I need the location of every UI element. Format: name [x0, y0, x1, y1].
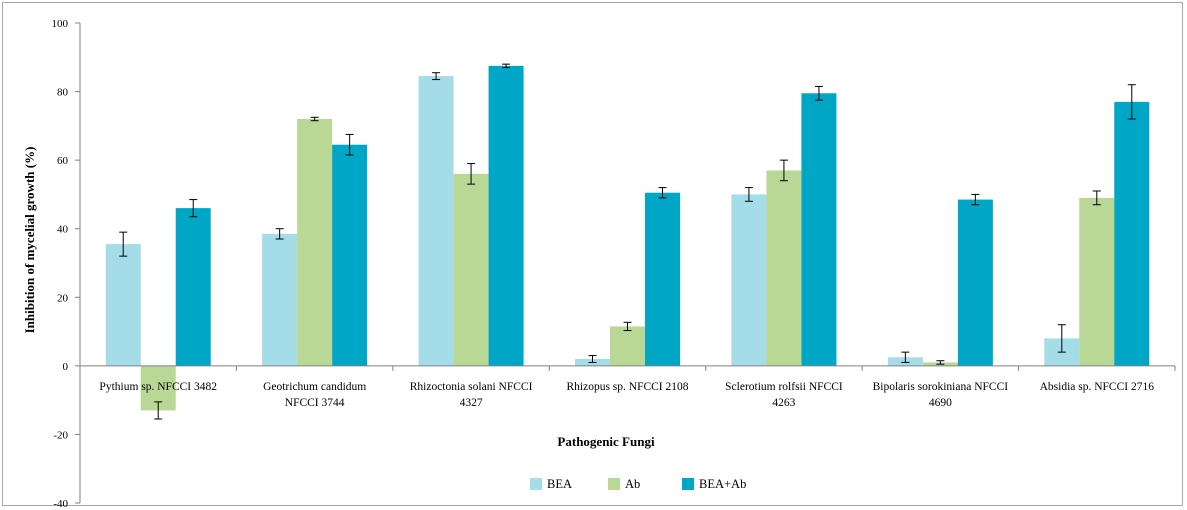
bar-bea-ab-0 [175, 208, 211, 366]
bar-ab-2 [453, 173, 489, 366]
bar-bea-0 [105, 244, 141, 366]
y-axis: -40 -20 0 20 40 60 80 100 [52, 18, 81, 510]
bar-bea-ab-4 [801, 93, 837, 366]
category-label-line: 4263 [772, 397, 795, 409]
category-label: Rhizopus sp. NFCCI 2108 [566, 381, 688, 393]
bar-ab-1 [297, 119, 333, 366]
legend-label: Ab [625, 477, 640, 491]
category-label-line: 4327 [460, 397, 483, 409]
legend-swatch [682, 478, 694, 490]
category-label-line: Sclerotium rolfsii NFCCI [725, 381, 843, 393]
y-tick-label: 60 [57, 155, 69, 167]
bar-bea-ab-1 [332, 144, 368, 366]
legend: BEA Ab BEA+Ab [530, 477, 746, 491]
bar-bea-ab-2 [488, 65, 524, 366]
bar-bea-ab-6 [1114, 101, 1150, 366]
bar-bea-4 [731, 194, 767, 366]
category-label: Geotrichum candidum NFCCI 3744 [263, 381, 366, 409]
category-label: Rhizoctonia solani NFCCI 4327 [410, 381, 533, 409]
y-tick-label: 20 [57, 292, 69, 304]
bar-bea-2 [418, 76, 454, 366]
bar-ab-6 [1079, 197, 1115, 366]
y-tick-label: 0 [63, 361, 69, 373]
x-axis-title: Pathogenic Fungi [557, 434, 655, 449]
category-label: Sclerotium rolfsii NFCCI 4263 [725, 381, 843, 409]
bars [105, 65, 1150, 411]
category-label-line: Rhizoctonia solani NFCCI [410, 381, 533, 393]
category-label-line: 4690 [929, 397, 952, 409]
bar-bea-ab-3 [645, 192, 680, 366]
category-label: Pythium sp. NFCCI 3482 [99, 381, 217, 393]
legend-swatch [608, 478, 620, 490]
category-label-line: Rhizopus sp. NFCCI 2108 [566, 381, 688, 393]
category-label: Absidia sp. NFCCI 2716 [1040, 381, 1155, 393]
legend-label: BEA [547, 477, 572, 491]
category-label-line: Absidia sp. NFCCI 2716 [1040, 381, 1155, 393]
category-label: Bipolaris sorokiniana NFCCI 4690 [873, 381, 1009, 409]
category-label-line: Pythium sp. NFCCI 3482 [99, 381, 217, 393]
y-tick-label: 100 [52, 18, 69, 30]
legend-swatch [530, 478, 542, 490]
bar-ab-4 [766, 170, 802, 366]
legend-label: BEA+Ab [699, 477, 746, 491]
bar-bea-1 [262, 233, 298, 366]
category-labels: Pythium sp. NFCCI 3482 Geotrichum candidu… [99, 381, 1154, 409]
y-tick-label: -40 [53, 498, 68, 510]
error-bars [119, 63, 1136, 420]
y-tick-label: 40 [57, 224, 69, 236]
y-tick-label: 80 [57, 87, 69, 99]
y-tick-label: -20 [53, 429, 68, 441]
x-axis [79, 365, 1176, 371]
bar-bea-ab-5 [957, 199, 993, 366]
category-label-line: NFCCI 3744 [285, 397, 345, 409]
y-axis-title: Inhibition of mycelial growth (%) [22, 147, 37, 334]
category-label-line: Bipolaris sorokiniana NFCCI [873, 381, 1009, 393]
category-label-line: Geotrichum candidum [263, 381, 366, 393]
bar-ab-3 [610, 326, 645, 366]
